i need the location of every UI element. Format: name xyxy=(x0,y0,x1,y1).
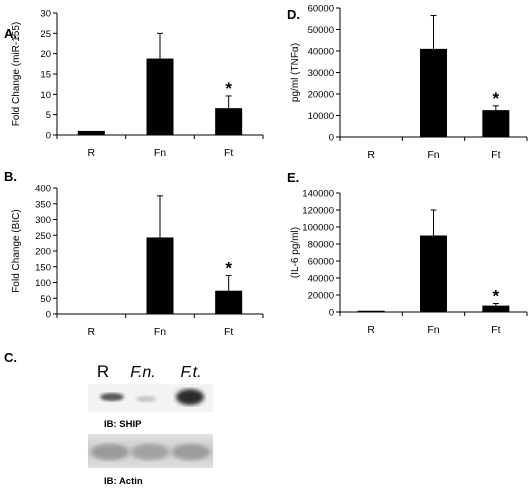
y-tick-label: 300 xyxy=(35,215,51,226)
bar-ft xyxy=(482,110,510,137)
category-label: R xyxy=(88,326,96,338)
ship-band-fn xyxy=(136,396,156,402)
y-tick-label: 40000 xyxy=(308,47,334,58)
bar-fn xyxy=(420,235,447,312)
y-tick-label: 400 xyxy=(35,184,51,195)
y-tick-label: 250 xyxy=(35,231,51,242)
y-tick-label: 140000 xyxy=(302,189,334,200)
bar-r xyxy=(77,313,105,315)
y-tick-label: 80000 xyxy=(308,240,334,251)
bar-ft xyxy=(482,305,510,312)
y-tick-label: 120000 xyxy=(302,206,334,217)
y-tick-label: 20000 xyxy=(308,90,334,101)
ship-band-r xyxy=(100,393,124,401)
y-tick-label: 5 xyxy=(46,110,51,121)
y-tick-label: 50000 xyxy=(308,25,334,36)
category-label: R xyxy=(367,149,375,161)
panel-c-letter: C. xyxy=(4,350,17,365)
category-label: Fn xyxy=(427,149,439,161)
y-tick-label: 0 xyxy=(329,133,334,144)
category-label: Fn xyxy=(427,324,439,336)
bar-fn xyxy=(146,58,174,136)
panel-e-letter: E. xyxy=(287,170,299,185)
y-tick-label: 200 xyxy=(35,247,51,258)
actin-band-r xyxy=(91,444,129,460)
significance-marker: * xyxy=(493,89,500,108)
y-axis-label: (IL-6 pg/ml) xyxy=(290,227,301,278)
actin-band-ft xyxy=(172,444,210,460)
blot-lane-label-r: R xyxy=(97,362,109,381)
bar-r xyxy=(357,310,385,312)
bar-fn xyxy=(420,48,447,137)
y-tick-label: 100 xyxy=(35,278,51,289)
y-tick-label: 40000 xyxy=(308,274,334,285)
bar-ft xyxy=(215,290,243,314)
y-tick-label: 15 xyxy=(40,70,51,81)
category-label: Fn xyxy=(154,326,166,338)
bar-ft xyxy=(215,108,243,135)
y-tick-label: 0 xyxy=(46,131,51,142)
y-tick-label: 50 xyxy=(40,294,51,305)
panel-b-letter: B. xyxy=(4,169,17,184)
chart-il6: 0 20000 40000 60000 80000 100000 120000 140000 R… xyxy=(290,189,528,336)
y-tick-label: 20000 xyxy=(308,291,334,302)
y-axis-label: pg/ml (TNFα) xyxy=(290,43,301,102)
significance-marker: * xyxy=(493,287,500,306)
chart-bic: 0 50 100 150 200 250 300 350 400 R Fn * Ft Fold Chang… xyxy=(11,184,264,338)
category-label: Ft xyxy=(491,324,500,336)
category-label: Fn xyxy=(154,147,166,159)
category-label: Ft xyxy=(491,149,500,161)
y-tick-label: 60000 xyxy=(308,257,334,268)
western-blot: R F.n. F.t. IB: SHIP IB: Actin xyxy=(88,362,213,487)
y-tick-label: 30 xyxy=(40,9,51,20)
panel-d-letter: D. xyxy=(287,7,300,22)
y-tick-label: 350 xyxy=(35,199,51,210)
chart-mir155: 0 5 10 15 20 25 30 R Fn * Ft Fold Change (miR-155) xyxy=(11,9,264,159)
y-tick-label: 25 xyxy=(40,29,51,40)
ship-blot-label: IB: SHIP xyxy=(104,419,142,430)
y-tick-label: 0 xyxy=(329,308,334,319)
category-label: R xyxy=(88,147,96,159)
y-tick-label: 10000 xyxy=(308,111,334,122)
significance-marker: * xyxy=(225,79,232,98)
bar-fn xyxy=(146,237,174,314)
category-label: Ft xyxy=(224,326,233,338)
y-tick-label: 20 xyxy=(40,49,51,60)
blot-lane-label-fn: F.n. xyxy=(130,364,156,381)
y-tick-label: 0 xyxy=(46,310,51,321)
bar-r xyxy=(77,130,105,135)
actin-blot-label: IB: Actin xyxy=(104,476,143,487)
y-tick-label: 30000 xyxy=(308,68,334,79)
category-label: Ft xyxy=(224,147,233,159)
y-tick-label: 100000 xyxy=(302,223,334,234)
panel-a-letter: A. xyxy=(4,26,17,41)
category-label: R xyxy=(367,324,375,336)
blot-lane-label-ft: F.t. xyxy=(180,364,201,381)
bar-r xyxy=(357,136,385,138)
y-axis-label: Fold Change (miR-155) xyxy=(11,22,22,127)
y-tick-label: 60000 xyxy=(308,4,334,15)
y-axis-label: Fold Change (BIC) xyxy=(11,209,22,292)
significance-marker: * xyxy=(225,259,232,278)
y-tick-label: 10 xyxy=(40,90,51,101)
y-tick-label: 150 xyxy=(35,262,51,273)
chart-tnfa: 0 10000 20000 30000 40000 50000 60000 R Fn * Ft pg/… xyxy=(290,4,528,161)
actin-band-fn xyxy=(131,444,169,460)
ship-band-ft xyxy=(176,389,204,405)
